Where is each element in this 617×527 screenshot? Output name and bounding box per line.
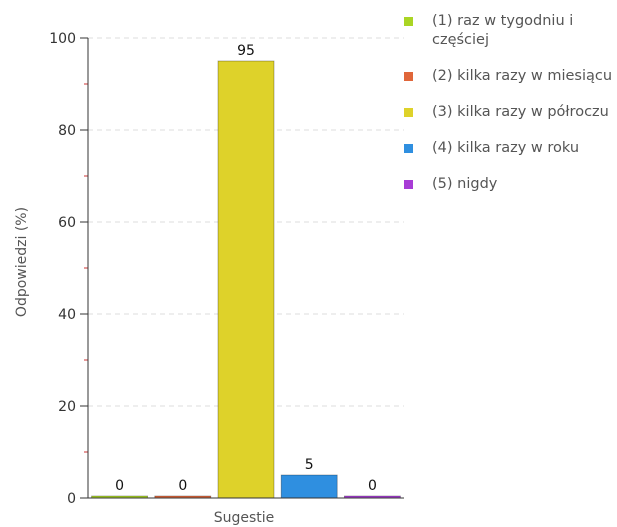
legend-swatch	[404, 180, 413, 189]
y-axis-title: Odpowiedzi (%)	[14, 207, 30, 317]
y-tick-label: 100	[49, 31, 76, 47]
y-tick-label: 60	[58, 215, 76, 231]
y-ticks: 0 20 40 60 80 100	[49, 31, 88, 507]
bar-4	[280, 474, 338, 499]
legend-label: (3) kilka razy w półroczu	[432, 104, 609, 120]
y-tick-label: 80	[58, 123, 76, 139]
legend-item: (5) nigdy	[404, 175, 614, 194]
legend-label: (4) kilka razy w roku	[432, 140, 580, 156]
legend-item: (1) raz w tygodniu i częściej	[404, 12, 614, 50]
y-tick-label: 40	[58, 307, 76, 323]
legend-item: (3) kilka razy w półroczu	[404, 103, 614, 122]
bars	[91, 60, 401, 499]
bar-3	[217, 60, 275, 499]
legend-swatch	[404, 108, 413, 117]
legend-label: (2) kilka razy w miesiącu	[432, 68, 613, 84]
data-label: 95	[237, 43, 255, 59]
data-labels: 0 0 95 5 0	[115, 43, 377, 494]
data-label: 5	[305, 457, 314, 473]
legend-swatch	[404, 144, 413, 153]
y-tick-label: 20	[58, 399, 76, 415]
x-axis-title: Sugestie	[214, 510, 275, 526]
legend-swatch	[404, 17, 413, 26]
legend: (1) raz w tygodniu i częściej (2) kilka r…	[404, 12, 614, 211]
legend-label: (1) raz w tygodniu i częściej	[432, 13, 574, 48]
y-minor-ticks	[84, 83, 88, 453]
legend-swatch	[404, 72, 413, 81]
data-label: 0	[115, 478, 124, 494]
legend-item: (2) kilka razy w miesiącu	[404, 67, 614, 86]
data-label: 0	[178, 478, 187, 494]
data-label: 0	[368, 478, 377, 494]
y-tick-label: 0	[67, 491, 76, 507]
legend-label: (5) nigdy	[432, 176, 498, 192]
legend-item: (4) kilka razy w roku	[404, 139, 614, 158]
